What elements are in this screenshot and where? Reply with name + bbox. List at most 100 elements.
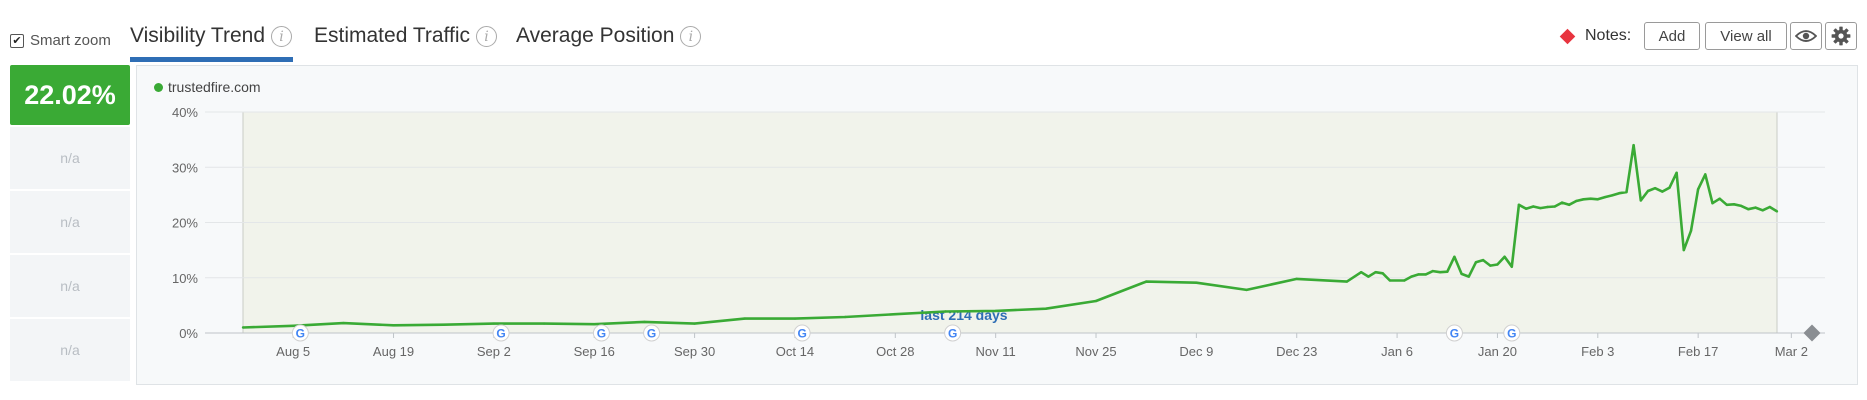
data-point[interactable] (1747, 208, 1750, 211)
data-point[interactable] (1195, 281, 1198, 284)
data-point[interactable] (1653, 187, 1657, 190)
data-point[interactable] (1661, 190, 1664, 193)
data-point[interactable] (1245, 288, 1248, 292)
data-point[interactable] (1689, 229, 1693, 232)
data-point[interactable] (1761, 209, 1764, 212)
google-update-marker[interactable] (592, 324, 610, 342)
data-point[interactable] (1532, 205, 1535, 208)
chart-legend[interactable]: trustedfire.com (154, 79, 261, 95)
data-point[interactable] (1453, 255, 1456, 258)
data-point[interactable] (1496, 263, 1499, 266)
data-point[interactable] (1145, 280, 1148, 283)
data-point[interactable] (743, 317, 746, 320)
data-point[interactable] (1718, 197, 1721, 200)
data-point[interactable] (1725, 203, 1729, 206)
data-point[interactable] (1044, 307, 1048, 310)
data-point[interactable] (1446, 270, 1449, 273)
view-all-notes-button[interactable]: View all (1705, 22, 1787, 50)
data-point[interactable] (1410, 275, 1413, 278)
data-point[interactable] (241, 326, 245, 329)
data-point[interactable] (292, 324, 295, 327)
google-update-marker[interactable] (1445, 324, 1463, 342)
google-update-marker[interactable] (793, 324, 811, 342)
data-point[interactable] (593, 323, 596, 326)
tab-visibility-trend[interactable]: Visibility Trend i (130, 24, 293, 62)
data-point[interactable] (442, 323, 445, 326)
data-point[interactable] (1360, 271, 1363, 274)
data-point[interactable] (1295, 277, 1298, 281)
data-point[interactable] (1489, 264, 1492, 267)
data-point[interactable] (1596, 198, 1600, 201)
data-point[interactable] (1582, 198, 1585, 201)
data-point[interactable] (1539, 206, 1542, 210)
data-point[interactable] (1704, 173, 1707, 176)
google-update-marker[interactable] (1503, 324, 1521, 342)
data-point[interactable] (1546, 205, 1549, 209)
data-point[interactable] (1589, 197, 1592, 200)
data-point[interactable] (1438, 271, 1442, 274)
data-point[interactable] (1754, 206, 1757, 209)
data-point[interactable] (1374, 271, 1377, 274)
data-point[interactable] (1403, 279, 1406, 282)
data-point[interactable] (1094, 299, 1098, 303)
data-point[interactable] (542, 322, 546, 325)
gear-icon[interactable] (1825, 22, 1857, 50)
data-point[interactable] (1460, 272, 1463, 276)
data-point[interactable] (1381, 272, 1384, 275)
data-point[interactable] (1367, 275, 1370, 278)
range-handle-icon[interactable] (1803, 324, 1821, 342)
data-point[interactable] (1417, 273, 1420, 276)
data-point[interactable] (643, 320, 646, 324)
google-update-marker[interactable] (492, 324, 510, 342)
data-point[interactable] (1675, 171, 1678, 174)
data-point[interactable] (1388, 279, 1392, 282)
data-point[interactable] (1560, 201, 1564, 204)
add-note-button[interactable]: Add (1644, 22, 1700, 50)
data-point[interactable] (1682, 248, 1686, 252)
data-point[interactable] (1625, 190, 1628, 194)
data-point[interactable] (1610, 194, 1614, 197)
data-point[interactable] (1474, 261, 1478, 264)
tab-average-position[interactable]: Average Position i (516, 24, 702, 62)
data-point[interactable] (1618, 192, 1621, 195)
data-point[interactable] (1740, 204, 1743, 208)
data-point[interactable] (1503, 255, 1506, 258)
data-point[interactable] (1603, 195, 1607, 199)
tab-estimated-traffic[interactable]: Estimated Traffic i (314, 24, 498, 62)
data-point[interactable] (1732, 203, 1736, 206)
data-point[interactable] (1775, 210, 1779, 213)
info-icon[interactable]: i (476, 26, 498, 47)
data-point[interactable] (1646, 189, 1650, 193)
data-point[interactable] (1345, 280, 1349, 283)
data-point[interactable] (1553, 205, 1557, 208)
data-point[interactable] (1668, 186, 1671, 189)
data-point[interactable] (843, 315, 847, 319)
data-point[interactable] (1481, 258, 1485, 262)
data-point[interactable] (693, 322, 696, 325)
info-icon[interactable]: i (680, 26, 702, 47)
data-point[interactable] (1517, 203, 1521, 206)
data-point[interactable] (1510, 265, 1514, 268)
data-point[interactable] (1467, 275, 1471, 278)
data-point[interactable] (392, 324, 395, 327)
data-point[interactable] (994, 309, 997, 313)
google-update-marker[interactable] (643, 324, 661, 342)
google-update-marker[interactable] (944, 324, 962, 342)
data-point[interactable] (1711, 202, 1714, 205)
data-point[interactable] (894, 313, 897, 316)
data-point[interactable] (1575, 199, 1578, 203)
data-point[interactable] (492, 322, 496, 325)
data-point[interactable] (1696, 188, 1700, 191)
data-point[interactable] (1524, 207, 1528, 210)
data-point[interactable] (1424, 273, 1428, 276)
smart-zoom-toggle[interactable]: ✔ Smart zoom (10, 32, 111, 49)
data-point[interactable] (944, 310, 947, 313)
data-point[interactable] (1632, 144, 1635, 147)
smart-zoom-checkbox[interactable]: ✔ (10, 33, 24, 48)
data-point[interactable] (1567, 203, 1571, 206)
data-point[interactable] (793, 317, 797, 320)
data-point[interactable] (1768, 205, 1772, 209)
info-icon[interactable]: i (271, 26, 293, 47)
data-point[interactable] (1639, 199, 1643, 202)
eye-icon[interactable] (1790, 22, 1822, 50)
